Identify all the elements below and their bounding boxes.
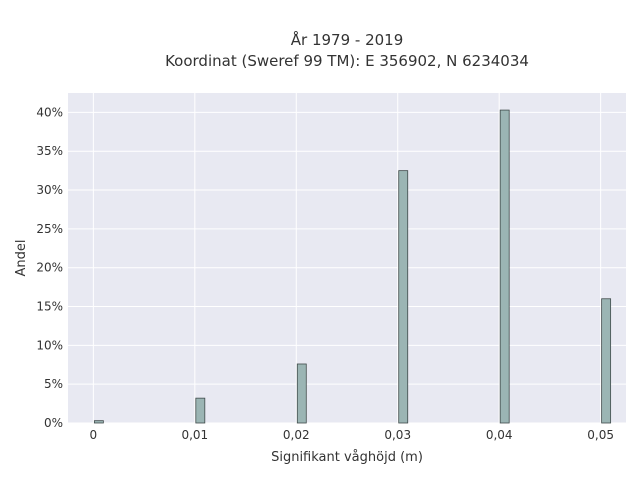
bar [296,363,307,424]
y-tick-label: 0% [44,416,63,430]
y-tick-label: 20% [36,261,63,275]
chart-title: År 1979 - 2019 [291,30,404,49]
bar [195,397,206,424]
y-tick-labels: 0% 5% 10% 15% 20% 25% 30% 35% 40% [36,105,63,430]
x-tick-label: 0,04 [486,428,513,442]
x-tick-label: 0,05 [587,428,614,442]
x-tick-label: 0 [90,428,98,442]
y-axis-title: Andel [14,240,29,277]
chart-subtitle: Koordinat (Sweref 99 TM): E 356902, N 62… [165,52,529,70]
y-tick-label: 10% [36,338,63,352]
bar [93,420,104,424]
bar [499,109,510,424]
bars [93,109,612,424]
x-tick-labels: 0 0,01 0,02 0,03 0,04 0,05 [90,428,614,442]
x-tick-label: 0,03 [384,428,411,442]
y-tick-label: 5% [44,377,63,391]
bar [398,170,409,424]
plot-area [68,93,626,423]
y-tick-label: 35% [36,144,63,158]
y-tick-label: 15% [36,300,63,314]
grid-lines [68,93,626,424]
x-tick-label: 0,01 [181,428,208,442]
y-tick-label: 30% [36,183,63,197]
y-tick-label: 25% [36,222,63,236]
x-tick-label: 0,02 [283,428,310,442]
bar [601,298,612,424]
x-axis-title: Signifikant våghöjd (m) [271,450,423,465]
y-tick-label: 40% [36,105,63,119]
